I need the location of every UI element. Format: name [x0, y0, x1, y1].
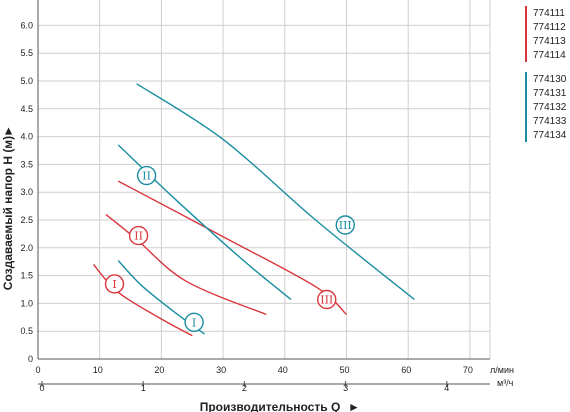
- y-tick-label: 1.0: [20, 298, 33, 308]
- speed-badge-label: II: [142, 170, 151, 183]
- x-tick-label-lpm: 10: [93, 365, 103, 375]
- y-tick-label: 2.0: [20, 243, 33, 253]
- speed-badge-teal-i: [184, 312, 204, 333]
- x-tick-label-lpm: 20: [154, 365, 164, 375]
- x-axis-arrow: ►: [348, 400, 360, 412]
- y-tick-label: 5.5: [20, 48, 33, 58]
- speed-badge-red-i: [104, 274, 125, 294]
- tick-labels: 00.51.01.52.02.53.03.54.04.55.05.56.00 10…: [20, 20, 472, 393]
- curve-teal-speed-iii: [136, 83, 415, 301]
- speed-badge-red-ii: [128, 225, 149, 246]
- legend-model-label: 774134: [533, 130, 567, 141]
- x-axis-title: Производительность Q: [200, 400, 341, 412]
- grid: [37, 0, 491, 360]
- y-tick-label: 1.5: [20, 271, 33, 281]
- y-tick-label: 3.5: [20, 159, 33, 169]
- x-tick-label-lpm: 60: [401, 365, 411, 375]
- legend-model-label: 774130: [533, 74, 567, 85]
- x-tick-label-lpm: 0: [35, 365, 40, 375]
- x-unit-bottom-label: м³/ч: [497, 378, 514, 388]
- y-tick-label: 4.5: [20, 104, 33, 114]
- y-tick-label: 5.0: [20, 76, 33, 86]
- legend-model-label: 774114: [533, 50, 566, 61]
- y-axis-arrow: ►: [1, 125, 15, 137]
- speed-badge-label: II: [134, 230, 143, 243]
- legend-model-label: 774113: [533, 36, 566, 47]
- legend-model-label: 774131: [533, 88, 567, 99]
- curve-red-speed-i: [92, 264, 193, 337]
- x-unit-top-label: л/мин: [490, 365, 514, 375]
- x-tick-label-m3h: 2: [242, 383, 247, 393]
- legend-model-label: 774112: [533, 22, 566, 33]
- y-tick-label: 0.5: [20, 326, 33, 336]
- y-tick-label: 2.5: [20, 215, 33, 225]
- legend-model-label: 774132: [533, 102, 567, 113]
- x-tick-label-m3h: 1: [141, 383, 146, 393]
- speed-badge-teal-ii: [136, 165, 157, 186]
- speed-badge-label: I: [112, 278, 116, 291]
- x-tick-label-lpm: 30: [216, 365, 226, 375]
- x-tick-label-lpm: 70: [463, 365, 473, 375]
- y-tick-label: 6.0: [20, 20, 33, 30]
- x-tick-label-m3h: 4: [444, 383, 449, 393]
- speed-badge-red-iii: [317, 289, 337, 310]
- series-lines: [92, 83, 415, 337]
- y-tick-label: 3.0: [20, 187, 33, 197]
- curve-red-speed-ii: [105, 213, 267, 316]
- legend: 774111 774112 774113 774114 774130 774131 7741…: [525, 6, 567, 142]
- x-tick-label-lpm: 50: [339, 365, 349, 375]
- y-axis-title-group: Создаваемый напор H (м) ►: [1, 125, 15, 290]
- legend-model-label: 774111: [533, 8, 565, 19]
- y-tick-label: 0: [28, 354, 33, 364]
- axes: [37, 0, 490, 387]
- speed-badge-teal-iii: [335, 215, 355, 235]
- speed-badge-label: III: [339, 219, 352, 232]
- y-axis-title: Создаваемый напор H (м): [1, 136, 15, 290]
- x-tick-label-lpm: 40: [278, 365, 288, 375]
- x-tick-label-m3h: 0: [39, 383, 44, 393]
- x-tick-label-m3h: 3: [343, 383, 348, 393]
- speed-badge-label: III: [320, 294, 333, 307]
- speed-badge-label: I: [192, 316, 196, 329]
- y-tick-label: 4.0: [20, 132, 33, 142]
- legend-model-label: 774133: [533, 116, 567, 127]
